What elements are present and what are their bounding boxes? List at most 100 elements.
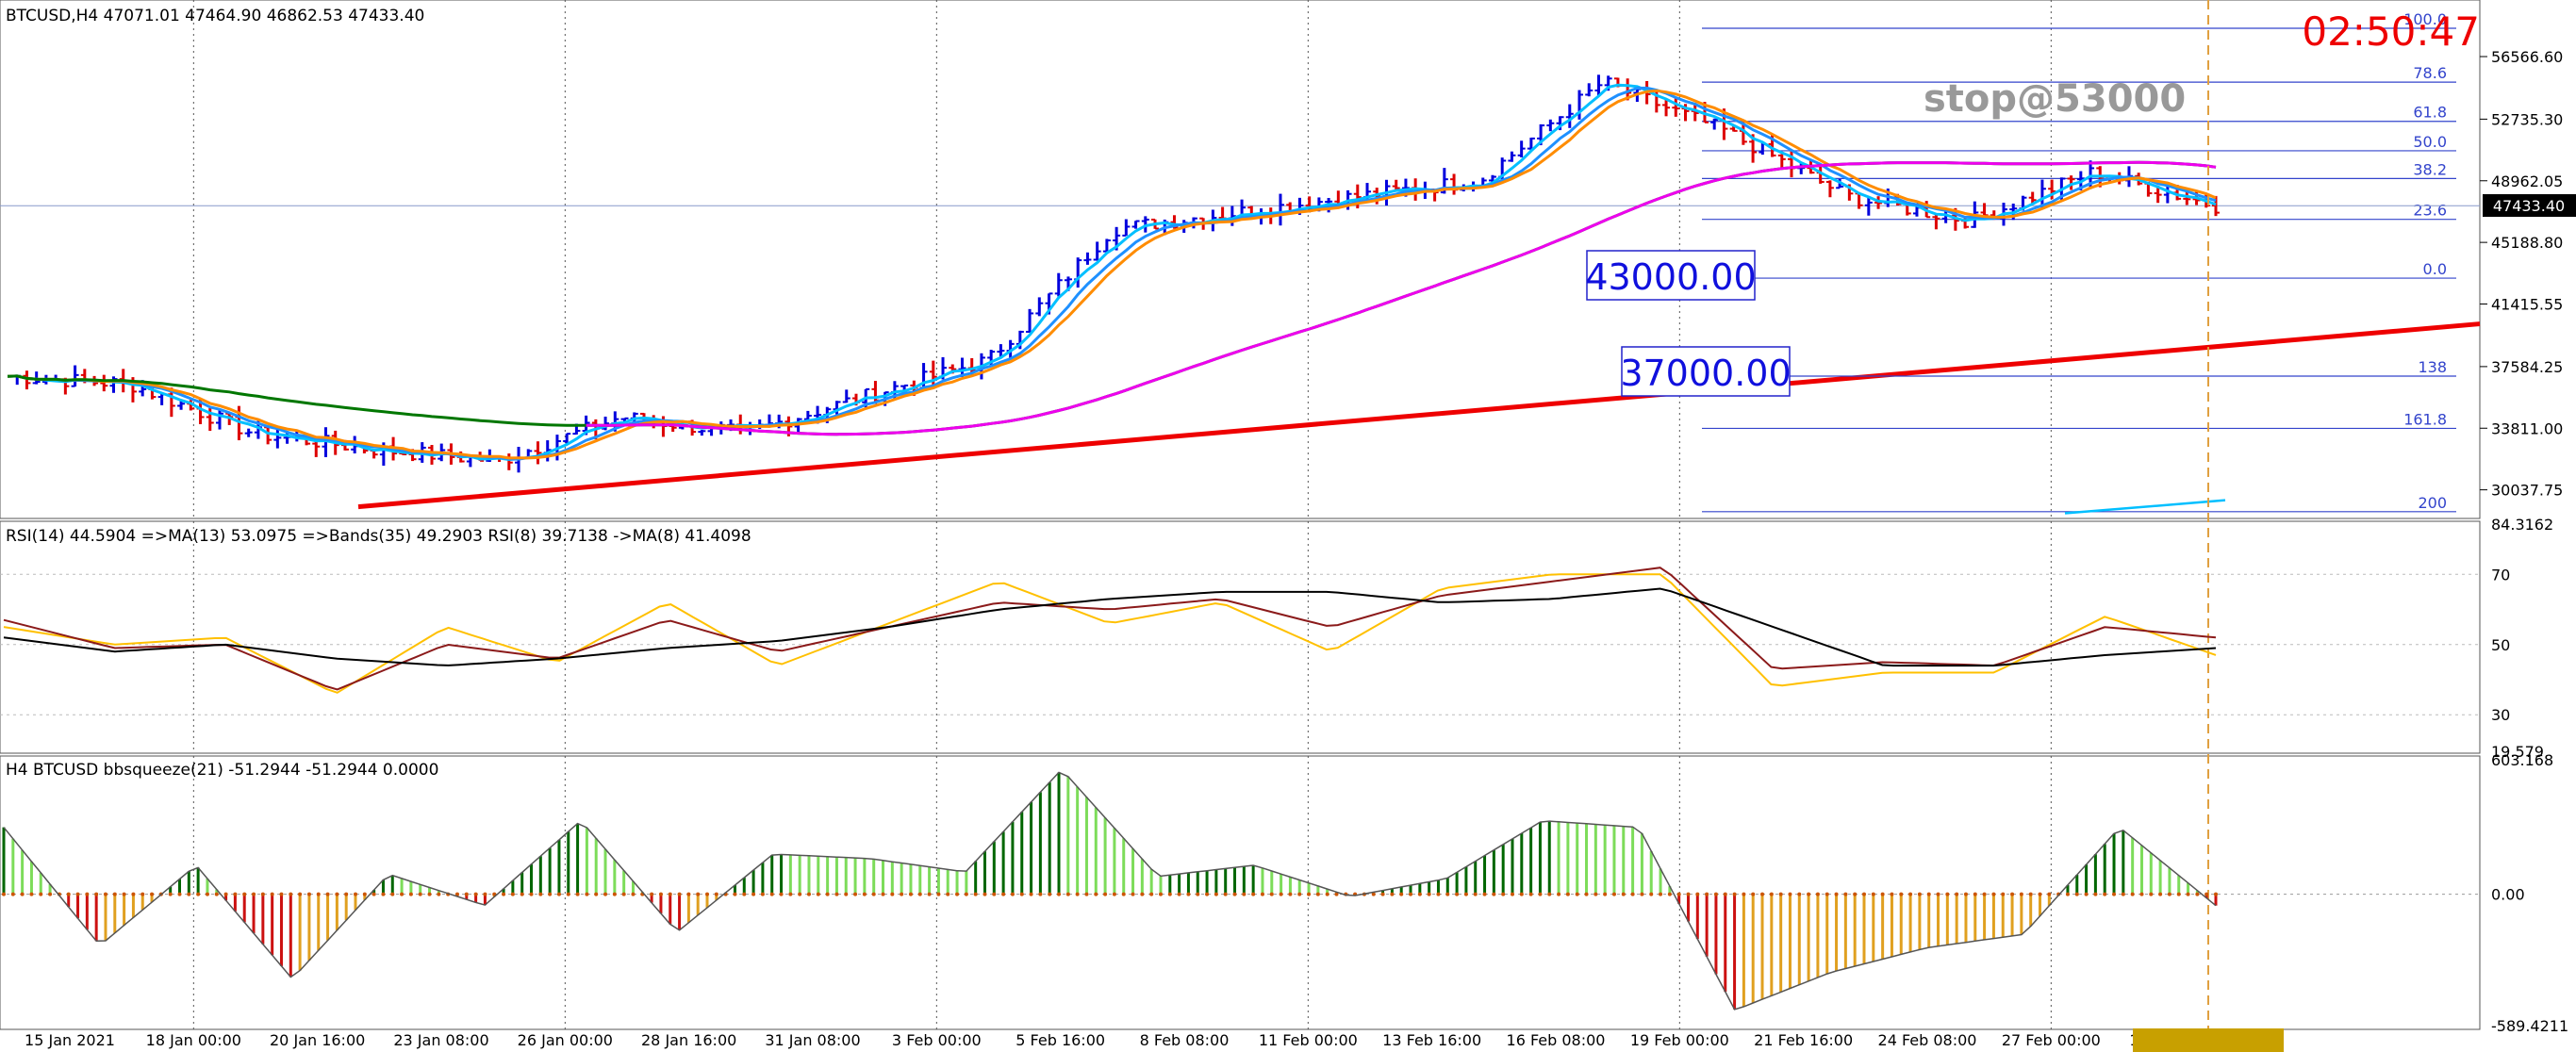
y-tick-label: 56566.60	[2491, 48, 2563, 66]
rsi-layer	[0, 567, 2480, 715]
squeeze-dot	[585, 892, 589, 896]
x-tick-label: 31 Jan 08:00	[765, 1031, 860, 1049]
rsi-tick-label: 50	[2491, 636, 2510, 654]
squeeze-dot	[1269, 892, 1274, 896]
squeeze-dot	[1630, 892, 1635, 896]
squeeze-dot	[437, 892, 441, 896]
x-tick-label: 16 Feb 08:00	[1507, 1031, 1606, 1049]
squeeze-dot	[1659, 892, 1663, 896]
squeeze-dot	[612, 892, 617, 896]
squeeze-dot	[306, 892, 311, 896]
squeeze-dot	[1899, 892, 1904, 896]
squeeze-dot	[2047, 892, 2052, 896]
squeeze-dot	[362, 892, 367, 896]
squeeze-dot	[1501, 892, 1506, 896]
squeeze-dot	[381, 892, 386, 896]
squeeze-dot	[103, 892, 107, 896]
x-tick-label: 11 Feb 00:00	[1259, 1031, 1358, 1049]
squeeze-dot	[48, 892, 53, 896]
y-tick-label: 52735.30	[2491, 110, 2563, 128]
squeeze-dot	[298, 892, 303, 896]
squeeze-dot	[233, 892, 238, 896]
x-tick-label: 28 Jan 16:00	[641, 1031, 736, 1049]
squeeze-dot	[1482, 892, 1487, 896]
squeeze-dot	[1519, 892, 1524, 896]
squeeze-dot	[177, 892, 182, 896]
squeeze-dot	[917, 892, 922, 896]
squeeze-dot	[973, 892, 978, 896]
squeeze-dot	[1861, 892, 1866, 896]
squeeze-dot	[1371, 892, 1376, 896]
squeeze-dot	[2093, 892, 2098, 896]
squeeze-dot	[1307, 892, 1312, 896]
x-tick-label: 26 Jan 00:00	[518, 1031, 613, 1049]
rsi-pane[interactable]	[0, 520, 2481, 754]
squeeze-tick-label: 603.168	[2491, 751, 2553, 769]
squeeze-dot	[2139, 892, 2144, 896]
squeeze-title: H4 BTCUSD bbsqueeze(21) -51.2944 -51.294…	[6, 761, 438, 780]
squeeze-dot	[816, 892, 820, 896]
squeeze-dot	[2019, 892, 2023, 896]
squeeze-dot	[1492, 892, 1496, 896]
squeeze-dot	[2038, 892, 2042, 896]
squeeze-dot	[140, 892, 145, 896]
squeeze-dot	[1057, 892, 1062, 896]
squeeze-dot	[862, 892, 867, 896]
price-tag: 47433.40	[2493, 197, 2565, 215]
squeeze-dot	[908, 892, 913, 896]
squeeze-dot	[1621, 892, 1626, 896]
squeeze-dot	[520, 892, 524, 896]
squeeze-dot	[1325, 892, 1329, 896]
squeeze-dot	[1065, 892, 1070, 896]
squeeze-dot	[871, 892, 876, 896]
squeeze-dot	[1196, 892, 1200, 896]
squeeze-dot	[1565, 892, 1570, 896]
squeeze-dot	[2074, 892, 2079, 896]
y-tick-label: 30037.75	[2491, 482, 2563, 500]
squeeze-dot	[510, 892, 515, 896]
squeeze-dot	[946, 892, 950, 896]
squeeze-dot	[464, 892, 469, 896]
squeeze-dot	[1593, 892, 1598, 896]
squeeze-dot	[1538, 892, 1543, 896]
ma-magenta-segment	[586, 160, 2217, 436]
squeeze-dot	[1279, 892, 1283, 896]
squeeze-dot	[2084, 892, 2089, 896]
squeeze-dot	[1214, 892, 1218, 896]
squeeze-dot	[270, 892, 274, 896]
squeeze-dot	[2149, 892, 2154, 896]
x-tick-label: 18 Jan 00:00	[146, 1031, 241, 1049]
squeeze-dot	[1445, 892, 1450, 896]
squeeze-dot	[1955, 892, 1959, 896]
squeeze-dot	[1611, 892, 1616, 896]
squeeze-dot	[502, 892, 506, 896]
squeeze-dot	[556, 892, 561, 896]
squeeze-dot	[1084, 892, 1089, 896]
squeeze-dot	[473, 892, 478, 896]
squeeze-dot	[1880, 892, 1885, 896]
squeeze-dot	[289, 892, 293, 896]
x-tick-label: 13 Feb 16:00	[1382, 1031, 1481, 1049]
squeeze-dot	[2065, 892, 2070, 896]
squeeze-dot	[1417, 892, 1422, 896]
squeeze-dot	[1584, 892, 1589, 896]
squeeze-dot	[1991, 892, 1996, 896]
rsi-series-line	[3, 573, 2217, 694]
squeeze-dot	[1380, 892, 1385, 896]
squeeze-dot	[1797, 892, 1802, 896]
squeeze-dot	[1473, 892, 1478, 896]
squeeze-dot	[1315, 892, 1320, 896]
x-tick-label: 15 Jan 2021	[25, 1031, 115, 1049]
squeeze-dot	[686, 892, 691, 896]
lower-band-line	[2064, 499, 2226, 515]
squeeze-dot	[1667, 892, 1672, 896]
squeeze-outline	[3, 771, 2217, 1011]
x-tick-label: 19 Feb 00:00	[1630, 1031, 1729, 1049]
rsi-title: RSI(14) 44.5904 =>MA(13) 53.0975 =>Bands…	[6, 527, 751, 546]
squeeze-dot	[834, 892, 839, 896]
rsi-series-line	[3, 587, 2217, 667]
squeeze-dot	[936, 892, 941, 896]
squeeze-dot	[955, 892, 960, 896]
squeeze-dot	[2130, 892, 2135, 896]
